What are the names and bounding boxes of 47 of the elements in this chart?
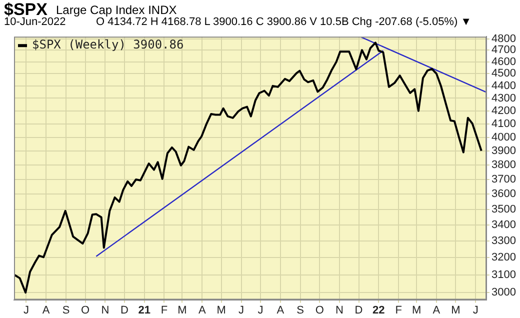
x-tick-label: F [160, 304, 168, 316]
y-tick-label: 3900 [492, 144, 516, 157]
x-tick-label: 22 [372, 304, 385, 316]
x-tick-label: J [23, 304, 29, 316]
x-tick-label: M [178, 304, 187, 316]
text: 10-Jun-2022 [4, 16, 66, 28]
y-tick-label: 4300 [492, 92, 516, 104]
chart-subtitle: Large Cap Index INDX [56, 3, 177, 17]
x-tick-label: M [451, 304, 460, 316]
x-tick-label: M [216, 304, 226, 316]
y-tick-label: 4700 [492, 44, 516, 56]
x-tick-label: D [120, 304, 128, 316]
x-tick-label: D [354, 304, 363, 316]
x-tick-label: N [101, 304, 110, 316]
y-tick-label: 3600 [492, 188, 516, 200]
x-tick-label: J [472, 304, 478, 316]
y-tick-label: 3200 [492, 252, 516, 264]
y-tick-label: 3300 [492, 235, 516, 248]
y-tick-label: 4100 [492, 118, 516, 130]
y-tick-label: 4000 [492, 131, 516, 144]
y-tick-label: 3700 [492, 173, 516, 186]
x-tick-label: A [432, 304, 441, 316]
legend-label: $SPX (Weekly) 3900.86 [32, 38, 184, 52]
y-tick-label: 4800 [492, 32, 516, 45]
x-tick-label: O [80, 304, 90, 316]
x-tick-label: F [395, 304, 402, 316]
y-tick-label: 4400 [492, 80, 516, 92]
x-tick-label: A [198, 304, 206, 316]
y-tick-label: 3500 [492, 203, 516, 216]
x-tick-label: M [412, 304, 422, 316]
y-tick-label: 3000 [492, 286, 516, 299]
x-tick-label: A [276, 304, 285, 316]
x-tick-label: S [62, 304, 70, 316]
x-tick-label: A [42, 304, 50, 316]
y-tick-label: 4500 [492, 68, 516, 80]
x-tick-label: 21 [138, 304, 150, 316]
x-tick-label: O [315, 304, 324, 316]
y-tick-label: 3100 [492, 268, 516, 281]
x-tick-label: N [336, 304, 344, 316]
x-tick-label: J [258, 304, 264, 316]
y-tick-label: 3800 [492, 158, 516, 171]
y-tick-label: 3400 [492, 219, 516, 232]
y-tick-label: 4600 [492, 56, 516, 68]
y-tick-label: 4200 [492, 104, 516, 117]
text: O 4134.72 H 4168.78 L 3900.16 C 3900.86 V 10.5B Chg -207.68 (-5.05%) ▼ [96, 16, 472, 28]
x-tick-label: S [296, 304, 304, 316]
x-tick-label: J [238, 304, 244, 316]
